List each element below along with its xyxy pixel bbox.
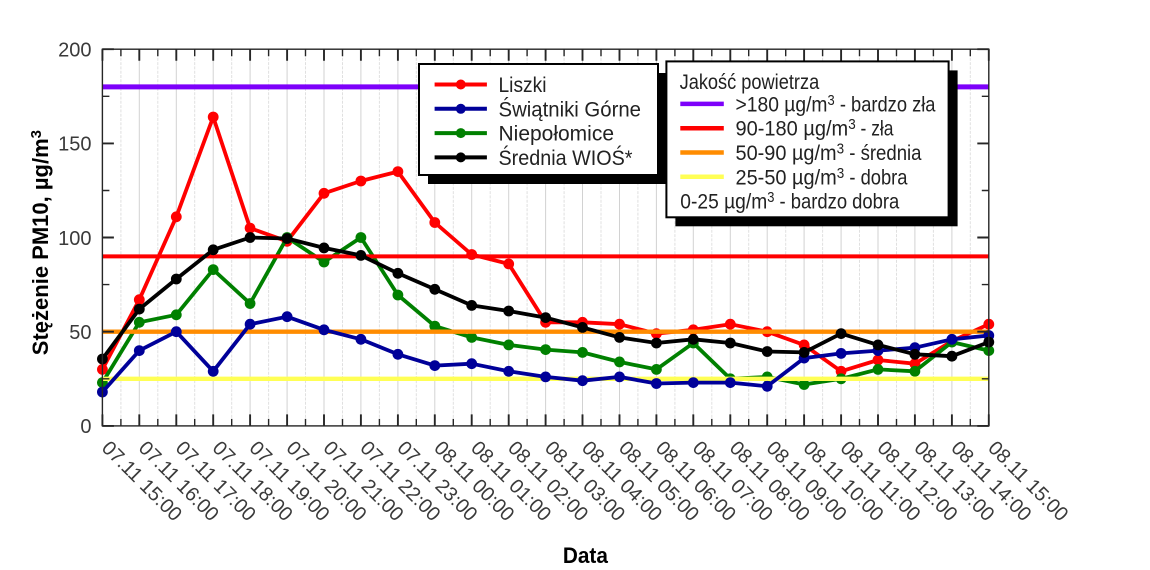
svg-text:90-180 µg/m: 90-180 µg/m [736,117,849,141]
svg-text:100: 100 [58,228,91,250]
svg-text:Stężenie PM10, µg/m3: Stężenie PM10, µg/m3 [28,130,53,355]
svg-text:- średnia: - średnia [844,141,921,165]
svg-text:>180 µg/m: >180 µg/m [736,92,828,116]
svg-text:Świątniki Górne: Świątniki Górne [499,96,642,121]
svg-text:Niepołomice: Niepołomice [499,122,615,146]
svg-text:200: 200 [58,40,91,62]
svg-text:Średnia WIOŚ*: Średnia WIOŚ* [499,145,634,170]
svg-text:150: 150 [58,134,91,156]
svg-text:0: 0 [80,416,91,438]
svg-text:50: 50 [69,322,91,344]
svg-text:3: 3 [837,166,845,182]
svg-text:- zła: - zła [856,117,894,141]
svg-text:3: 3 [828,93,835,109]
svg-text:3: 3 [837,142,845,158]
svg-text:- dobra: - dobra [844,165,907,189]
svg-text:25-50 µg/m: 25-50 µg/m [736,165,837,189]
svg-text:3: 3 [848,117,856,133]
svg-text:- bardzo zła: - bardzo zła [835,92,936,116]
svg-text:0-25 µg/m: 0-25 µg/m [680,190,767,214]
svg-text:Data: Data [563,543,609,568]
svg-text:Liszki: Liszki [499,73,547,97]
svg-text:50-90 µg/m: 50-90 µg/m [736,141,837,165]
svg-text:- bardzo dobra: - bardzo dobra [774,190,899,214]
svg-text:3: 3 [767,190,774,206]
svg-text:Jakość powietrza: Jakość powietrza [680,70,820,94]
